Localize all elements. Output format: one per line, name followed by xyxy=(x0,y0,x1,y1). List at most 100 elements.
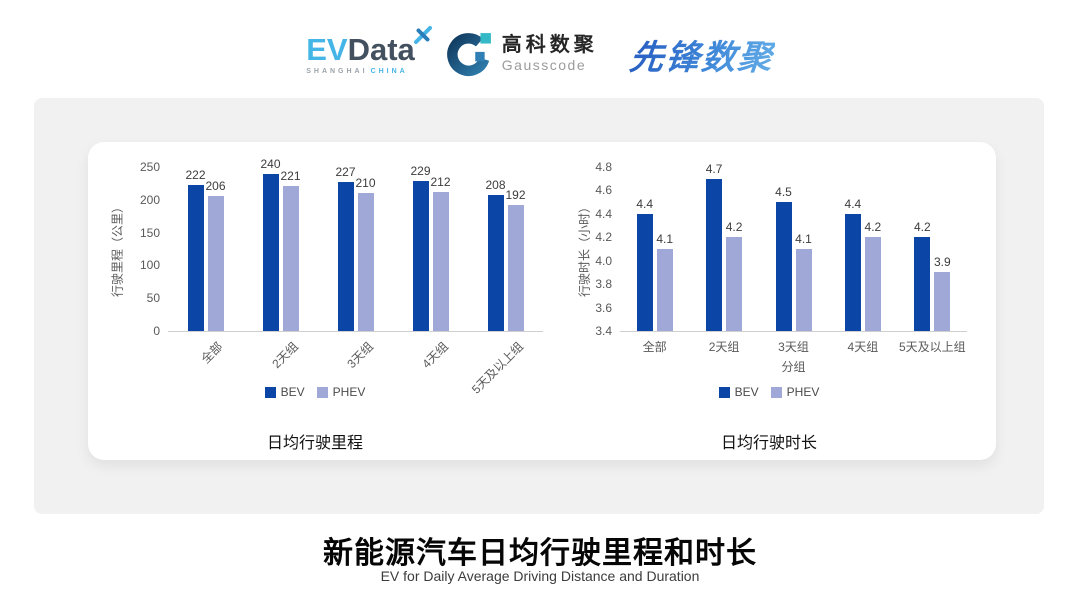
logo-header: EVData SHANGHAI CHINA xyxy=(0,20,1080,88)
bar-value-label: 212 xyxy=(430,174,451,189)
bar-bev xyxy=(412,180,429,331)
gausscode-text: 高科数聚 Gausscode xyxy=(502,34,598,73)
bar-bev xyxy=(914,237,931,331)
y-tick-label: 200 xyxy=(139,192,160,207)
bar-phev xyxy=(432,191,449,331)
bar-value-label: 4.4 xyxy=(636,196,654,211)
bar-value-label: 206 xyxy=(205,178,226,193)
bar-bev xyxy=(775,202,792,331)
legend-label: BEV xyxy=(280,385,305,399)
bar-phev xyxy=(207,195,224,331)
page-subtitle: EV for Daily Average Driving Distance an… xyxy=(380,568,700,584)
bar-value-label: 4.7 xyxy=(705,161,723,176)
evdata-logo: EVData SHANGHAI CHINA xyxy=(306,25,432,75)
chart-title: 日均行驶里程 xyxy=(266,435,363,452)
evdata-china-text: CHINA xyxy=(370,67,408,75)
evdata-shanghai-text: SHANGHAI xyxy=(306,67,368,75)
bar-value-label: 240 xyxy=(260,156,281,171)
x-category-label: 2天组 xyxy=(269,339,301,372)
bar-bev xyxy=(262,173,279,331)
chart-panel: 行驶里程（公里） 0 50 100 150 200 250 222 206 全部 240 221 2天组… xyxy=(34,98,1044,514)
bar-value-label: 4.1 xyxy=(656,232,674,246)
y-tick-label: 150 xyxy=(139,225,160,240)
bar-value-label: 4.2 xyxy=(913,220,931,235)
y-tick-label: 4.0 xyxy=(595,253,612,268)
sparkle-icon xyxy=(413,25,432,44)
x-category-label: 4天组 xyxy=(419,339,451,372)
evdata-ev-text: EV xyxy=(306,31,348,67)
y-axis-title: 行驶里程（公里） xyxy=(110,200,125,298)
y-tick-label: 3.8 xyxy=(595,277,612,292)
x-category-label: 全部 xyxy=(642,340,667,354)
legend-swatch xyxy=(264,386,276,398)
y-tick-label: 3.4 xyxy=(595,324,612,338)
bar-bev xyxy=(487,194,504,331)
bar-phev xyxy=(656,249,673,331)
bar-value-label: 4.2 xyxy=(725,220,743,235)
bar-bev xyxy=(187,185,204,331)
bar-value-label: 4.5 xyxy=(775,185,792,200)
legend-label: PHEV xyxy=(786,385,820,399)
y-tick-label: 4.8 xyxy=(595,160,612,174)
bar-phev xyxy=(282,186,299,331)
bar-value-label: 3.9 xyxy=(933,255,951,270)
chart-card: 行驶里程（公里） 0 50 100 150 200 250 222 206 全部 240 221 2天组… xyxy=(88,142,996,460)
bar-bev xyxy=(636,213,653,331)
x-category-label: 3天组 xyxy=(778,340,809,354)
bar-phev xyxy=(357,193,374,331)
legend-label: BEV xyxy=(734,385,759,399)
legend-item-bev: BEV xyxy=(264,385,305,399)
legend-swatch xyxy=(718,386,730,398)
x-axis-title: 分组 xyxy=(781,360,806,374)
gausscode-en-text: Gausscode xyxy=(501,57,587,74)
y-tick-label: 0 xyxy=(153,324,160,338)
legend-item-phev: PHEV xyxy=(316,385,366,399)
bar-value-label: 229 xyxy=(410,163,431,178)
x-category-label: 2天组 xyxy=(708,340,740,354)
bar-value-label: 210 xyxy=(355,176,376,191)
y-tick-label: 50 xyxy=(146,291,160,306)
bar-phev xyxy=(864,237,881,331)
legend-item-phev: PHEV xyxy=(770,385,820,399)
legend-item-bev: BEV xyxy=(718,385,759,399)
legend: BEV PHEV xyxy=(542,385,996,399)
evdata-subtext: SHANGHAI CHINA xyxy=(306,68,408,75)
bar-value-label: 208 xyxy=(485,177,506,192)
bar-bev xyxy=(337,182,354,331)
x-category-label: 全部 xyxy=(198,339,226,367)
chart-title: 日均行驶时长 xyxy=(720,435,817,452)
bar-bev xyxy=(706,178,723,331)
bar-phev xyxy=(795,249,812,331)
x-axis-line xyxy=(620,331,967,332)
xianfeng-logo: 先锋数聚 xyxy=(627,30,776,79)
bar-value-label: 222 xyxy=(185,168,206,183)
bar-phev xyxy=(507,205,524,331)
x-category-label: 5天及以上组 xyxy=(898,340,966,354)
duration-chart: 行驶时长（小时） 3.4 3.6 3.8 4.0 4.2 4.4 4.6 4.8 4.4 4.1 全部… xyxy=(542,142,996,460)
x-axis-line xyxy=(168,331,543,332)
legend-swatch xyxy=(316,386,328,398)
bar-value-label: 4.2 xyxy=(864,220,882,235)
bar-value-label: 4.4 xyxy=(844,196,862,211)
bar-phev xyxy=(934,272,951,331)
y-tick-label: 250 xyxy=(139,160,160,174)
legend: BEV PHEV xyxy=(88,385,542,399)
y-tick-label: 4.6 xyxy=(595,183,612,198)
y-tick-label: 100 xyxy=(139,258,160,273)
bar-value-label: 4.1 xyxy=(795,232,812,246)
y-tick-label: 4.2 xyxy=(595,230,612,245)
bar-phev xyxy=(726,237,743,331)
gausscode-logo: 高科数聚 Gausscode xyxy=(446,31,598,77)
x-category-label: 4天组 xyxy=(847,340,879,354)
bar-bev xyxy=(844,213,861,331)
gausscode-g-icon xyxy=(446,33,491,76)
y-tick-label: 3.6 xyxy=(595,300,612,315)
bar-value-label: 221 xyxy=(280,169,301,184)
y-tick-label: 4.4 xyxy=(595,206,612,221)
legend-label: PHEV xyxy=(332,385,366,399)
page-title: 新能源汽车日均行驶里程和时长 xyxy=(323,537,757,570)
evdata-data-text: Data xyxy=(347,31,415,67)
x-category-label: 3天组 xyxy=(344,339,376,372)
legend-swatch xyxy=(770,386,782,398)
